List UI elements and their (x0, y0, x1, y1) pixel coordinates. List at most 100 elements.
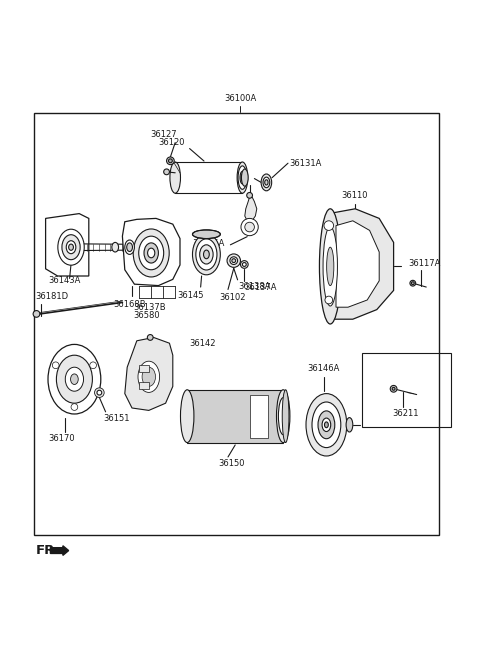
Text: 36170: 36170 (48, 434, 74, 443)
Ellipse shape (57, 355, 92, 403)
Ellipse shape (71, 374, 78, 384)
Text: 36138A: 36138A (239, 283, 271, 291)
Bar (34, 113, 439, 535)
Ellipse shape (322, 418, 331, 432)
Ellipse shape (240, 171, 245, 184)
Ellipse shape (192, 230, 220, 238)
Circle shape (392, 388, 395, 390)
Circle shape (242, 262, 246, 266)
Ellipse shape (241, 169, 248, 186)
Text: 36211: 36211 (393, 409, 419, 418)
Bar (139, 382, 149, 389)
Text: 36120: 36120 (158, 137, 185, 146)
Ellipse shape (62, 235, 80, 260)
Ellipse shape (112, 242, 119, 252)
Ellipse shape (48, 344, 101, 414)
Ellipse shape (204, 250, 209, 259)
Ellipse shape (318, 411, 335, 439)
Ellipse shape (133, 229, 169, 277)
Circle shape (167, 157, 174, 165)
Ellipse shape (192, 234, 220, 275)
Ellipse shape (319, 209, 341, 324)
Text: 36102: 36102 (219, 294, 246, 302)
Ellipse shape (263, 177, 270, 188)
Polygon shape (329, 209, 394, 319)
Text: 36181D: 36181D (36, 292, 69, 301)
Circle shape (52, 362, 59, 369)
Polygon shape (125, 338, 173, 410)
Bar (250, 395, 268, 438)
Ellipse shape (276, 389, 290, 443)
FancyArrow shape (50, 546, 69, 555)
Ellipse shape (127, 243, 132, 251)
Ellipse shape (139, 236, 164, 270)
Ellipse shape (170, 162, 180, 193)
Ellipse shape (326, 247, 334, 286)
Ellipse shape (306, 393, 347, 456)
Ellipse shape (69, 244, 73, 250)
Ellipse shape (125, 240, 134, 255)
Text: 36146A: 36146A (307, 364, 339, 373)
Ellipse shape (180, 389, 194, 443)
Text: 36142: 36142 (190, 339, 216, 348)
Circle shape (232, 259, 236, 262)
Polygon shape (46, 214, 89, 276)
Ellipse shape (278, 398, 288, 435)
Ellipse shape (138, 361, 159, 393)
Text: 36137A: 36137A (244, 283, 277, 292)
Ellipse shape (324, 422, 328, 428)
Circle shape (410, 281, 416, 286)
Circle shape (411, 282, 414, 284)
Circle shape (241, 218, 258, 236)
Ellipse shape (148, 248, 155, 258)
Ellipse shape (346, 417, 353, 432)
Ellipse shape (66, 240, 76, 253)
Bar (139, 365, 149, 372)
Circle shape (97, 390, 102, 395)
Circle shape (247, 192, 252, 198)
Text: 36168B: 36168B (113, 300, 145, 309)
Circle shape (95, 388, 104, 397)
Text: 36151: 36151 (103, 414, 130, 422)
Text: 36110: 36110 (341, 191, 367, 200)
Circle shape (227, 254, 240, 268)
Ellipse shape (238, 166, 247, 189)
Circle shape (230, 257, 238, 264)
Circle shape (390, 386, 397, 392)
Text: 36145: 36145 (178, 291, 204, 300)
Text: 36580: 36580 (133, 310, 160, 319)
Ellipse shape (265, 179, 268, 185)
Text: 36117A: 36117A (408, 259, 440, 268)
Ellipse shape (241, 174, 244, 181)
Text: 36150: 36150 (218, 459, 245, 468)
Ellipse shape (200, 245, 213, 264)
Ellipse shape (65, 367, 84, 391)
Text: 36143A: 36143A (48, 276, 80, 285)
Ellipse shape (282, 389, 289, 443)
Circle shape (168, 159, 172, 163)
Bar (362, 353, 451, 427)
Circle shape (147, 334, 153, 340)
Ellipse shape (323, 227, 337, 306)
Ellipse shape (312, 402, 341, 448)
Text: 36135A: 36135A (192, 239, 224, 248)
Text: 36131A: 36131A (289, 159, 322, 168)
Circle shape (240, 260, 248, 268)
Circle shape (324, 221, 334, 231)
Ellipse shape (237, 162, 248, 193)
Circle shape (33, 310, 40, 318)
Polygon shape (336, 221, 379, 307)
Ellipse shape (142, 367, 156, 386)
Polygon shape (245, 197, 257, 221)
Circle shape (164, 169, 169, 175)
Text: FR.: FR. (36, 544, 61, 557)
Text: 36137B: 36137B (133, 303, 166, 312)
Circle shape (90, 362, 96, 369)
Circle shape (325, 296, 333, 304)
Polygon shape (122, 218, 180, 286)
Text: 36100A: 36100A (224, 94, 256, 103)
Bar (187, 389, 283, 443)
Circle shape (245, 222, 254, 232)
Ellipse shape (261, 174, 272, 191)
Ellipse shape (144, 243, 158, 263)
